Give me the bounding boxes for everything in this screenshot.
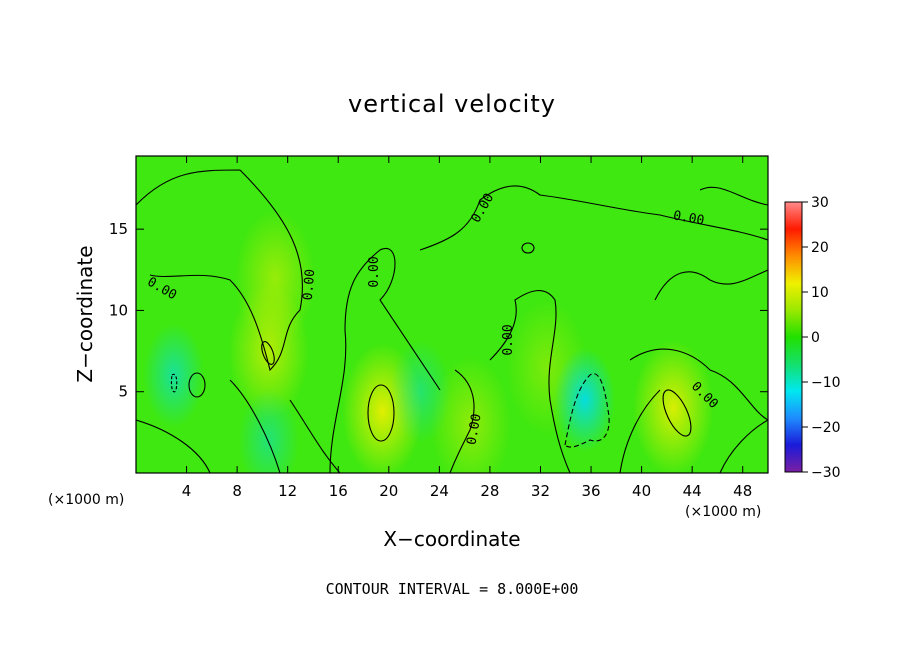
x-tick-label: 32 xyxy=(531,482,550,500)
contour-line xyxy=(449,369,475,473)
contour-line-negative xyxy=(564,373,610,448)
updraft-region xyxy=(632,339,714,473)
colorbar-tick-label: −30 xyxy=(811,465,841,481)
contour-line xyxy=(329,247,441,473)
contour-lines xyxy=(136,169,768,473)
contour-label: 0.00 xyxy=(464,413,484,446)
contour-interval-note: CONTOUR INTERVAL = 8.000E+00 xyxy=(326,580,579,598)
downdraft-region xyxy=(554,347,616,452)
contour-ring xyxy=(662,389,692,437)
colorbar: 30 20 10 0 −10 −20 −30 xyxy=(784,195,841,481)
contour-ring xyxy=(367,384,395,442)
x-tick-label: 16 xyxy=(329,482,348,500)
contour-ring xyxy=(188,372,206,398)
y-tick-label: 5 xyxy=(118,383,128,401)
contour-line xyxy=(654,269,768,301)
x-axis: 4 8 12 16 20 24 28 32 36 40 44 48 xyxy=(182,156,752,500)
contour-label: 0.00 xyxy=(301,268,319,301)
x-tick-label: 44 xyxy=(683,482,702,500)
x-tick-label: 24 xyxy=(430,482,449,500)
x-tick-label: 36 xyxy=(581,482,600,500)
x-tick-label: 48 xyxy=(733,482,752,500)
x-tick-label: 40 xyxy=(632,482,651,500)
colorbar-tick-label: −20 xyxy=(811,420,841,436)
colorbar-tick-label: 20 xyxy=(811,240,829,256)
x-unit-left: (×1000 m) xyxy=(48,492,124,508)
contour-label: 0.00 xyxy=(367,256,382,287)
downdraft-region xyxy=(143,323,205,428)
colorbar-tick-label: 10 xyxy=(811,285,829,301)
x-unit-right: (×1000 m) xyxy=(685,504,761,520)
contour-line xyxy=(619,389,661,473)
contour-line xyxy=(629,348,768,421)
colorbar-tick-label: 30 xyxy=(811,195,829,211)
contour-line xyxy=(419,185,768,251)
contour-line xyxy=(699,186,768,206)
colorbar-tick-label: 0 xyxy=(811,330,820,346)
chart-title: vertical velocity xyxy=(348,90,556,118)
x-tick-label: 28 xyxy=(480,482,499,500)
y-axis-label: Z−coordinate xyxy=(73,245,97,382)
contour-line xyxy=(136,419,211,473)
contour-line xyxy=(489,290,571,473)
contour-line xyxy=(229,379,281,473)
y-tick-label: 10 xyxy=(109,301,128,319)
velocity-field xyxy=(143,209,714,473)
downdraft-region xyxy=(390,339,451,444)
contour-line xyxy=(719,419,768,473)
updraft-region xyxy=(234,209,316,347)
contour-line xyxy=(289,399,341,473)
x-tick-label: 4 xyxy=(182,482,192,500)
y-axis: 5 10 15 xyxy=(109,220,768,401)
updraft-region xyxy=(430,355,512,473)
contour-ring xyxy=(261,341,275,365)
colorbar-ticks: 30 20 10 0 −10 −20 −30 xyxy=(802,195,841,481)
contour-line xyxy=(136,169,304,372)
colorbar-fill xyxy=(784,201,803,473)
plot-area: 0.00 0.00 0.000.000.000.000.000.00 4 8 12 16 2… xyxy=(109,155,769,500)
plot-frame xyxy=(135,155,769,474)
downdraft-region xyxy=(238,388,300,473)
contour-ring xyxy=(521,242,535,254)
contour-label: 0.00 xyxy=(501,324,516,355)
x-tick-label: 12 xyxy=(278,482,297,500)
x-tick-label: 8 xyxy=(232,482,242,500)
x-tick-label: 20 xyxy=(379,482,398,500)
y-tick-label: 15 xyxy=(109,220,128,238)
colorbar-tick-label: −10 xyxy=(811,375,841,391)
x-axis-label: X−coordinate xyxy=(383,527,520,551)
contour-label: 0.00 xyxy=(672,208,705,228)
